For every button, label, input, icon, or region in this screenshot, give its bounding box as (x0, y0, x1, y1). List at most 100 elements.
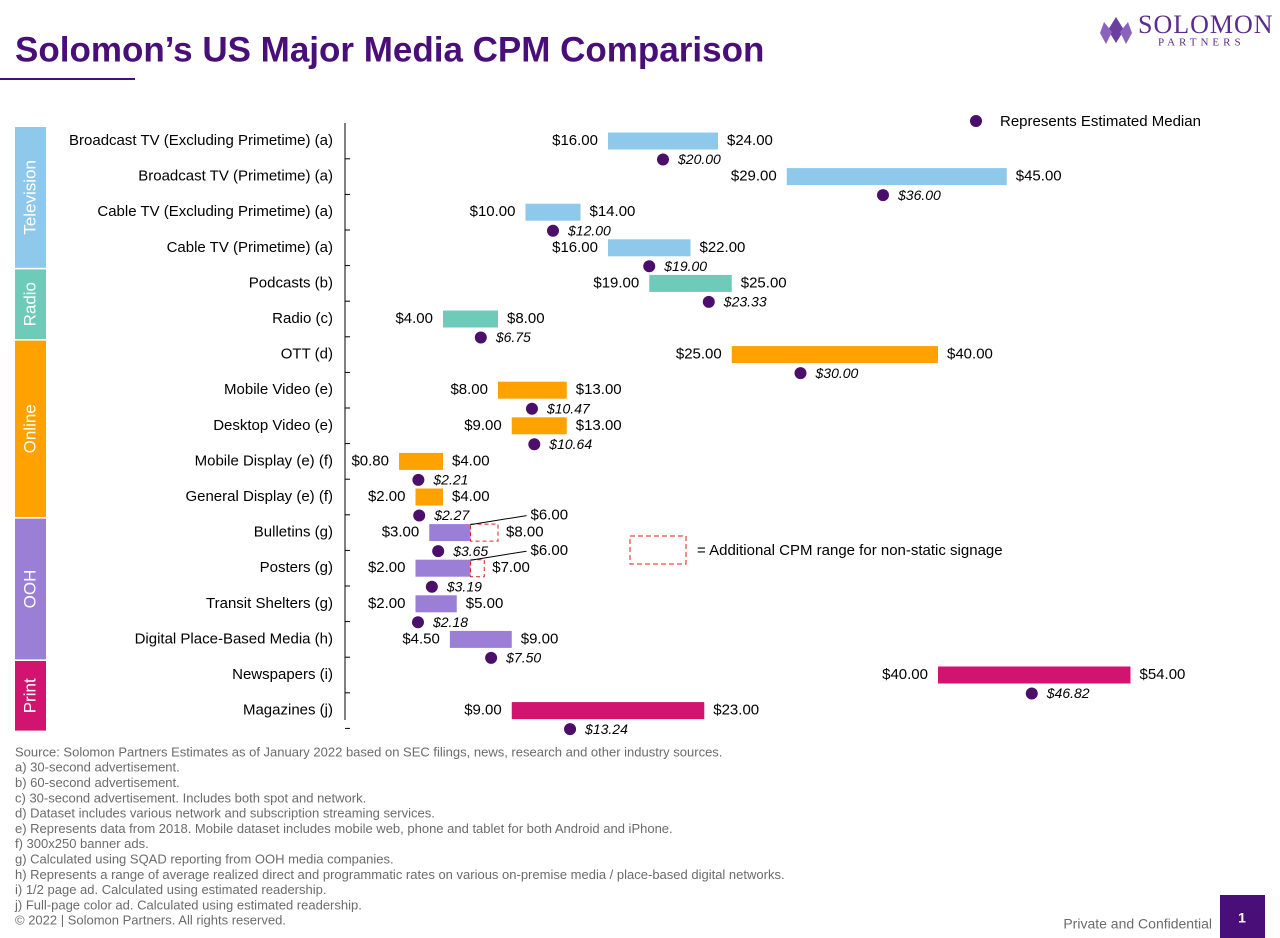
footnote: Source: Solomon Partners Estimates as of… (15, 744, 722, 759)
high-label: $13.00 (576, 417, 622, 434)
median-label: $23.33 (723, 294, 767, 310)
extension-range (470, 559, 485, 578)
footnote: © 2022 | Solomon Partners. All rights re… (15, 913, 286, 928)
low-label: $9.00 (464, 417, 502, 434)
range-bar (525, 203, 581, 221)
range-bar (649, 274, 732, 292)
range-bar (429, 524, 471, 542)
footnote: d) Dataset includes various network and … (15, 806, 435, 821)
leader-line (470, 550, 527, 561)
row-label: OTT (d) (281, 346, 333, 363)
row-label: Broadcast TV (Excluding Primetime) (a) (69, 132, 333, 149)
group-band (15, 127, 46, 268)
low-label: $2.00 (368, 559, 406, 576)
extension-range (470, 523, 499, 542)
median-label: $13.24 (584, 721, 628, 737)
footnote: h) Represents a range of average realize… (15, 867, 785, 882)
footnote: c) 30-second advertisement. Includes bot… (15, 790, 366, 805)
leader-line (470, 515, 527, 526)
logo-name: SOLOMON (1138, 10, 1274, 39)
group-label: Print (20, 678, 39, 713)
row-label: Magazines (j) (243, 702, 333, 719)
high-label: $23.00 (713, 702, 759, 719)
high-label: $22.00 (700, 239, 746, 256)
group-label: Television (20, 160, 39, 235)
median-dot (643, 260, 656, 273)
row-label: Cable TV (Primetime) (a) (167, 239, 333, 256)
median-dot (1025, 687, 1038, 700)
range-bar (511, 417, 567, 435)
low-label: $4.00 (395, 310, 433, 327)
median-dot (432, 545, 445, 558)
group-band (15, 518, 46, 660)
low-label: $10.00 (470, 203, 516, 220)
low-label: $16.00 (552, 239, 598, 256)
low-label: $16.00 (552, 132, 598, 149)
high-label: $8.00 (507, 310, 545, 327)
median-label: $2.27 (433, 507, 470, 523)
median-dot (877, 189, 889, 202)
extended-label: $7.00 (492, 559, 530, 576)
low-label: $40.00 (882, 666, 928, 683)
median-dot (525, 402, 538, 415)
median-dot (657, 153, 669, 166)
row-label: Podcasts (b) (249, 274, 333, 291)
range-bar (498, 381, 567, 399)
median-dot (412, 473, 425, 486)
row-label: Cable TV (Excluding Primetime) (a) (97, 203, 333, 220)
page-title: Solomon’s US Major Media CPM Comparison (15, 30, 764, 69)
low-label: $2.00 (368, 488, 406, 505)
median-label: $3.65 (452, 543, 488, 559)
footnote: j) Full-page color ad. Calculated using … (14, 897, 362, 912)
range-bar (938, 666, 1131, 684)
row-label: Mobile Video (e) (224, 381, 333, 398)
row-label: Radio (c) (272, 310, 333, 327)
page-number: 1 (1238, 910, 1246, 926)
extension-legend-box (629, 535, 687, 565)
range-bar (415, 559, 471, 577)
range-bar (449, 630, 512, 648)
high-label: $5.00 (466, 595, 504, 612)
row-label: Desktop Video (e) (213, 417, 333, 434)
median-label: $2.18 (432, 614, 468, 630)
median-label: $6.75 (495, 329, 531, 345)
group-label: OOH (20, 570, 39, 609)
high-label: $9.00 (521, 630, 559, 647)
range-bar (415, 595, 457, 613)
range-bar (608, 239, 691, 257)
footnote: i) 1/2 page ad. Calculated using estimat… (15, 882, 326, 897)
high-label: $13.00 (576, 381, 622, 398)
low-label: $9.00 (464, 702, 502, 719)
median-dot (564, 723, 577, 736)
row-label: Mobile Display (e) (f) (195, 452, 333, 469)
median-label: $10.64 (548, 436, 592, 452)
median-dot (474, 331, 487, 344)
low-label: $19.00 (593, 274, 639, 291)
row-label: Broadcast TV (Primetime) (a) (138, 168, 333, 185)
high-label: $4.00 (452, 452, 490, 469)
median-dot (794, 367, 807, 380)
median-label: $10.47 (546, 400, 591, 416)
group-label: Online (20, 404, 39, 453)
range-bar (511, 702, 705, 720)
median-label: $20.00 (677, 151, 721, 167)
footnote: g) Calculated using SQAD reporting from … (15, 852, 394, 867)
page-badge (1220, 895, 1265, 938)
range-bar (415, 488, 443, 506)
row-label: Transit Shelters (g) (206, 595, 333, 612)
high-label: $4.00 (452, 488, 490, 505)
logo-icon (1100, 17, 1132, 44)
low-label: $8.00 (450, 381, 488, 398)
median-label: $30.00 (815, 365, 859, 381)
median-label: $46.82 (1046, 685, 1090, 701)
median-dot (528, 438, 541, 451)
group-band (15, 661, 46, 731)
group-label: Radio (20, 282, 39, 326)
high-label: $6.00 (531, 507, 569, 524)
median-label: $7.50 (505, 650, 541, 666)
logo-sub: PARTNERS (1158, 37, 1245, 49)
confidential: Private and Confidential (1063, 916, 1212, 932)
row-label: Bulletins (g) (254, 524, 333, 541)
median-dot (702, 295, 715, 308)
